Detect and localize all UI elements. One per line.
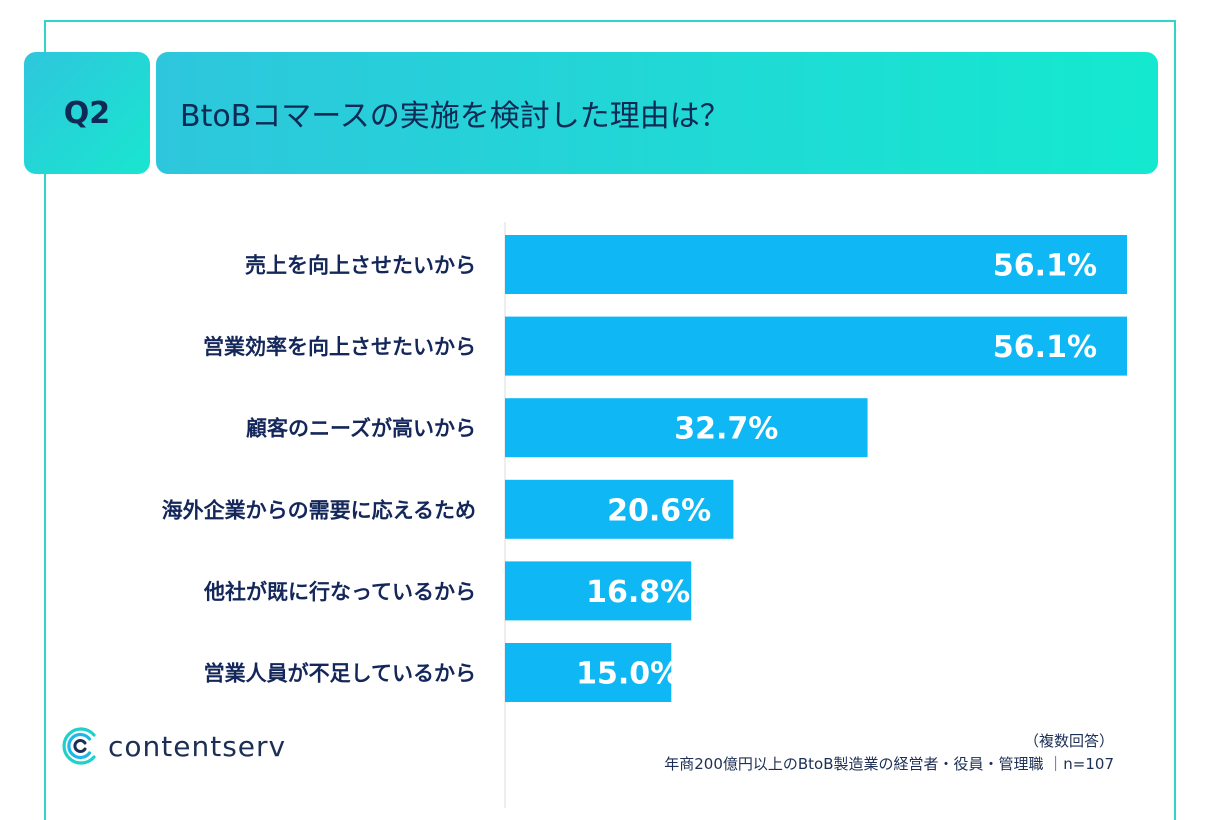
- category-label-2: 営業効率を向上させたいから: [203, 335, 476, 359]
- value-label-1: 56.1%: [993, 249, 1097, 284]
- value-label-3: 32.7%: [674, 412, 778, 447]
- chart-frame: [44, 20, 1176, 820]
- question-number-badge: Q2: [24, 52, 150, 174]
- bar-5: [505, 561, 692, 621]
- brand-name: contentserv: [108, 729, 287, 763]
- bar-4: [505, 479, 734, 539]
- bar-1: [505, 235, 1127, 294]
- value-label-6: 15.0%: [576, 657, 680, 692]
- value-label-5: 16.8%: [586, 575, 690, 610]
- contentserv-logo-icon: [62, 727, 96, 765]
- bar-6: [505, 643, 672, 702]
- question-number: Q2: [63, 95, 111, 131]
- category-label-6: 営業人員が不足しているから: [204, 662, 476, 686]
- category-label-5: 他社が既に行なっているから: [203, 580, 476, 604]
- value-label-4: 20.6%: [607, 493, 711, 528]
- brand-logo: contentserv: [60, 726, 286, 766]
- category-label-1: 売上を向上させたいから: [245, 254, 476, 278]
- category-label-3: 顧客のニーズが高いから: [246, 417, 476, 441]
- category-label-4: 海外企業からの需要に応えるため: [162, 498, 476, 522]
- question-title-banner: BtoBコマースの実施を検討した理由は？: [156, 52, 1158, 174]
- question-title: BtoBコマースの実施を検討した理由は？: [180, 99, 730, 134]
- value-label-2: 56.1%: [993, 330, 1097, 365]
- sample-note: 年商200億円以上のBtoB製造業の経営者・役員・管理職 ｜n=107: [664, 755, 1114, 773]
- bar-3: [505, 398, 868, 458]
- bar-2: [505, 316, 1127, 376]
- multiple-answer-note: （複数回答）: [1023, 732, 1114, 750]
- bars-group: 売上を向上させたいから 56.1% 営業効率を向上させたいから 56.1% 顧客のニーズ…: [162, 235, 1127, 702]
